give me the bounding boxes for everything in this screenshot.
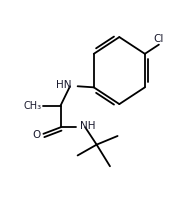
Text: HN: HN bbox=[56, 80, 72, 90]
Text: O: O bbox=[32, 130, 41, 140]
Text: Cl: Cl bbox=[154, 34, 164, 44]
Text: NH: NH bbox=[80, 121, 95, 131]
Text: CH₃: CH₃ bbox=[23, 101, 41, 111]
